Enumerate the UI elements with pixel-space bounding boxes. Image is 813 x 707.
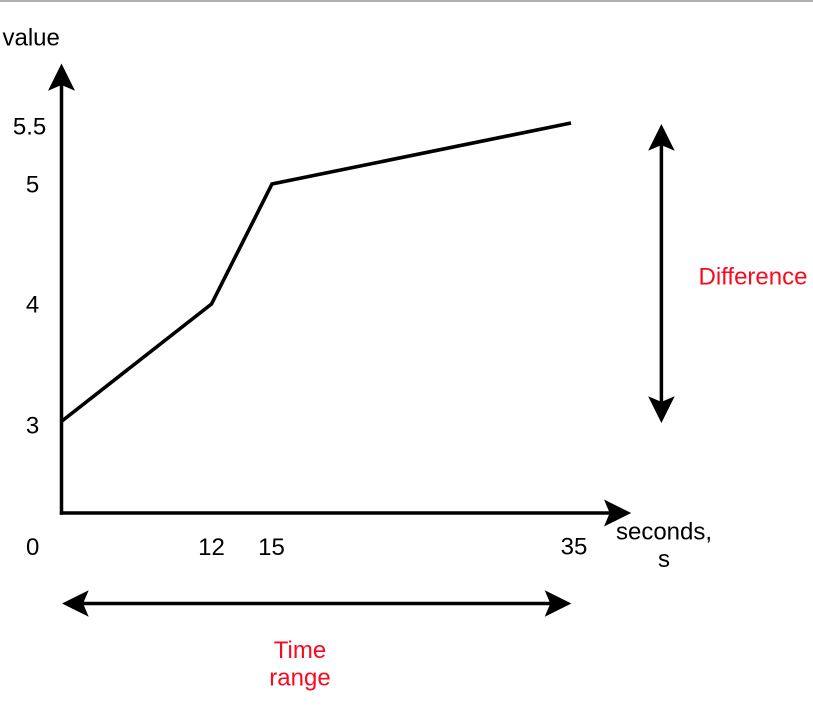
svg-text:Difference: Difference (699, 263, 808, 290)
svg-text:4: 4 (26, 291, 39, 318)
svg-text:seconds,: seconds, (616, 518, 712, 545)
svg-text:3: 3 (26, 412, 39, 439)
svg-text:35: 35 (561, 534, 588, 561)
svg-text:value: value (3, 24, 60, 51)
svg-text:range: range (269, 665, 330, 692)
svg-text:15: 15 (258, 534, 285, 561)
svg-text:12: 12 (198, 534, 225, 561)
svg-text:0: 0 (26, 534, 39, 561)
svg-text:s: s (658, 546, 670, 573)
svg-text:5.5: 5.5 (13, 113, 46, 140)
svg-text:5: 5 (26, 172, 39, 199)
svg-text:Time: Time (274, 637, 326, 664)
